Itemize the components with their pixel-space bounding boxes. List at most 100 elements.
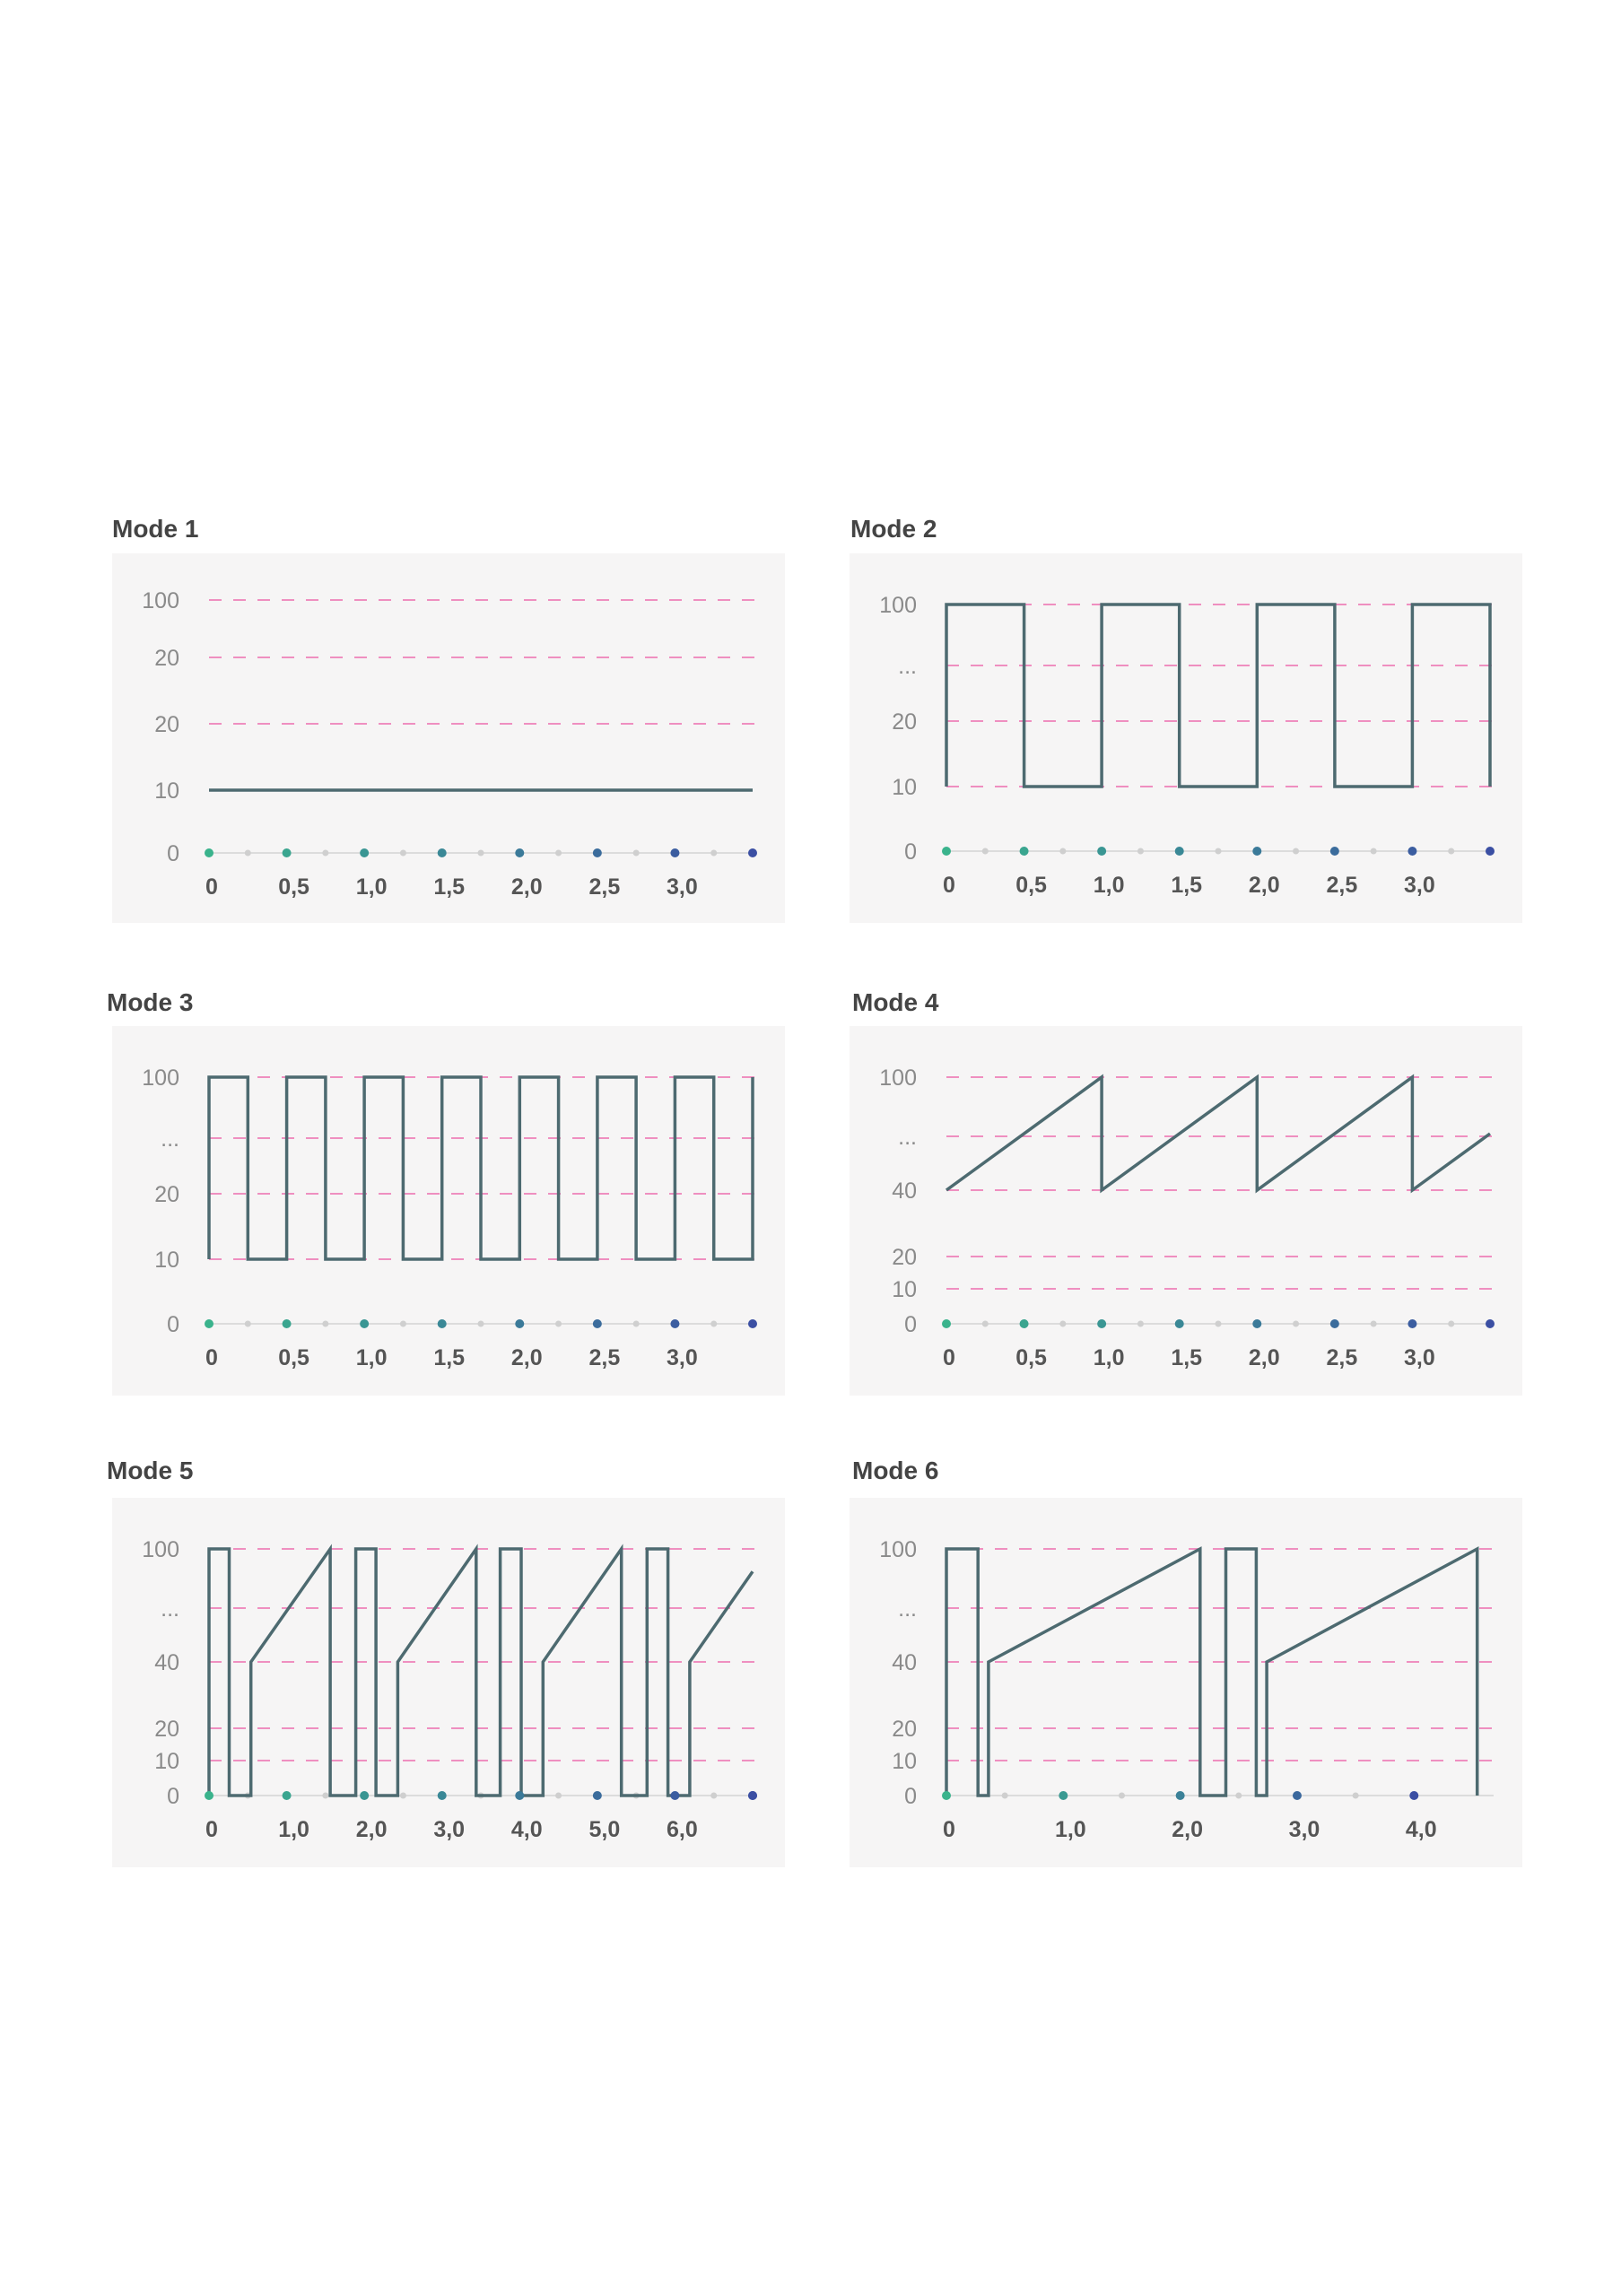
major-tick-dot xyxy=(1174,847,1184,856)
major-tick-dot xyxy=(1409,1791,1419,1800)
chart-title-mode-5: Mode 5 xyxy=(107,1457,194,1484)
chart-panel-mode-4: 0 10 20 40... 100 0 0,5 1,0 1,5 2,0 2,5 3,0 xyxy=(850,1026,1522,1396)
minor-tick-dot xyxy=(322,1792,329,1799)
major-tick-dot xyxy=(1329,1319,1339,1328)
x-tick-label: 0 xyxy=(943,1817,955,1842)
x-tick-label: 1,0 xyxy=(1055,1817,1086,1842)
major-tick-dot xyxy=(1019,1319,1029,1328)
major-tick-dot xyxy=(670,848,680,857)
x-tick-label: 2,0 xyxy=(1249,1345,1280,1370)
major-tick-dot xyxy=(1174,1319,1184,1328)
y-tick-label: ... xyxy=(161,1596,179,1622)
major-tick-dot xyxy=(670,1791,680,1800)
x-tick-label: 3,0 xyxy=(433,1817,465,1842)
y-tick-label: 20 xyxy=(154,1717,179,1742)
y-tick-label: 40 xyxy=(892,1650,917,1675)
major-tick-dot xyxy=(748,1319,757,1328)
x-tick-label: 0 xyxy=(205,1345,218,1370)
x-tick-label: 1,0 xyxy=(1094,873,1125,898)
minor-tick-dot xyxy=(1448,1320,1455,1327)
series-line xyxy=(945,1546,1479,1797)
x-tick-label: 2,0 xyxy=(1249,873,1280,898)
chart-title-mode-4: Mode 4 xyxy=(852,988,939,1016)
major-tick-dot xyxy=(942,847,951,856)
x-tick-label: 0,5 xyxy=(1015,873,1047,898)
x-tick-label: 0,5 xyxy=(278,1345,309,1370)
x-tick-label: 0 xyxy=(943,1345,955,1370)
y-tick-label: 20 xyxy=(892,709,917,735)
minor-tick-dot xyxy=(710,1320,718,1327)
major-tick-dot xyxy=(1019,847,1029,856)
minor-tick-dot xyxy=(632,849,640,857)
x-tick-label: 2,0 xyxy=(1172,1817,1203,1842)
x-tick-label: 1,5 xyxy=(1171,1345,1202,1370)
minor-tick-dot xyxy=(399,1320,406,1327)
major-tick-dot xyxy=(360,1791,370,1800)
y-tick-label: 10 xyxy=(154,1749,179,1774)
major-tick-dot xyxy=(1252,847,1262,856)
x-tick-label: 4,0 xyxy=(1406,1817,1437,1842)
y-tick-label: 100 xyxy=(879,593,917,618)
y-tick-label: 100 xyxy=(142,1065,179,1091)
major-tick-dot xyxy=(1097,847,1107,856)
y-tick-label: 100 xyxy=(879,1537,917,1562)
x-tick-label: 6,0 xyxy=(667,1817,698,1842)
major-tick-dot xyxy=(437,1791,447,1800)
chart-mode-4: 0 10 20 40... 100 0 0,5 1,0 1,5 2,0 2,5 3,0 xyxy=(879,1065,1495,1370)
y-tick-label: 100 xyxy=(879,1065,917,1091)
y-tick-label: 0 xyxy=(904,1784,917,1809)
x-tick-label: 1,5 xyxy=(433,1345,465,1370)
y-tick-label: 40 xyxy=(154,1650,179,1675)
major-tick-dot xyxy=(515,1791,525,1800)
minor-tick-dot xyxy=(555,849,562,857)
chart-mode-1: 0 10 20 20 100 0 0,5 1,0 1,5 2,0 2,5 3,0 xyxy=(142,588,757,900)
minor-tick-dot xyxy=(477,849,484,857)
chart-title-mode-2: Mode 2 xyxy=(850,515,937,543)
x-tick-label: 3,0 xyxy=(1404,1345,1435,1370)
major-tick-dot xyxy=(1329,847,1339,856)
major-tick-dot xyxy=(1407,1319,1417,1328)
major-tick-dot xyxy=(748,1791,757,1800)
major-tick-dot xyxy=(1097,1319,1107,1328)
major-tick-dot xyxy=(1252,1319,1262,1328)
major-tick-dot xyxy=(437,848,447,857)
y-tick-label: 0 xyxy=(904,839,917,865)
major-tick-dot xyxy=(592,1319,602,1328)
x-tick-label: 1,0 xyxy=(356,1345,388,1370)
series-line xyxy=(945,603,1492,788)
major-tick-dot xyxy=(1486,847,1495,856)
x-tick-label: 2,5 xyxy=(588,874,620,900)
x-tick-label: 3,0 xyxy=(667,874,698,900)
minor-tick-dot xyxy=(1235,1792,1242,1799)
major-tick-dot xyxy=(282,1791,292,1800)
y-tick-label: 0 xyxy=(167,841,179,866)
minor-tick-dot xyxy=(555,1792,562,1799)
series-line xyxy=(207,1544,754,1797)
x-tick-label: 4,0 xyxy=(511,1817,543,1842)
minor-tick-dot xyxy=(477,1320,484,1327)
y-tick-label: 20 xyxy=(154,712,179,737)
x-tick-label: 2,0 xyxy=(511,874,543,900)
chart-title-mode-1: Mode 1 xyxy=(112,515,199,543)
x-tick-label: 0,5 xyxy=(1015,1345,1047,1370)
major-tick-dot xyxy=(748,848,757,857)
minor-tick-dot xyxy=(1215,848,1222,855)
major-tick-dot xyxy=(1059,1791,1068,1800)
minor-tick-dot xyxy=(1293,848,1300,855)
y-tick-label: ... xyxy=(898,1125,917,1150)
minor-tick-dot xyxy=(1001,1792,1008,1799)
y-tick-label: 0 xyxy=(167,1312,179,1337)
minor-tick-dot xyxy=(1215,1320,1222,1327)
chart-mode-3: 0 10 20... 100 0 0,5 1,0 1,5 2,0 2,5 3,0 xyxy=(142,1065,757,1370)
y-tick-label: 20 xyxy=(892,1717,917,1742)
major-tick-dot xyxy=(282,848,292,857)
major-tick-dot xyxy=(1175,1791,1185,1800)
chart-mode-6: 0 10 20 40... 100 0 1,0 2,0 3,0 4,0 xyxy=(879,1537,1494,1842)
y-tick-label: ... xyxy=(161,1126,179,1152)
major-tick-dot xyxy=(942,1319,951,1328)
y-tick-label: ... xyxy=(898,1596,917,1622)
y-tick-label: 10 xyxy=(892,1749,917,1774)
minor-tick-dot xyxy=(710,1792,718,1799)
chart-panel-mode-3: 0 10 20... 100 0 0,5 1,0 1,5 2,0 2,5 3,0 xyxy=(112,1026,785,1396)
series-line xyxy=(945,1074,1492,1194)
